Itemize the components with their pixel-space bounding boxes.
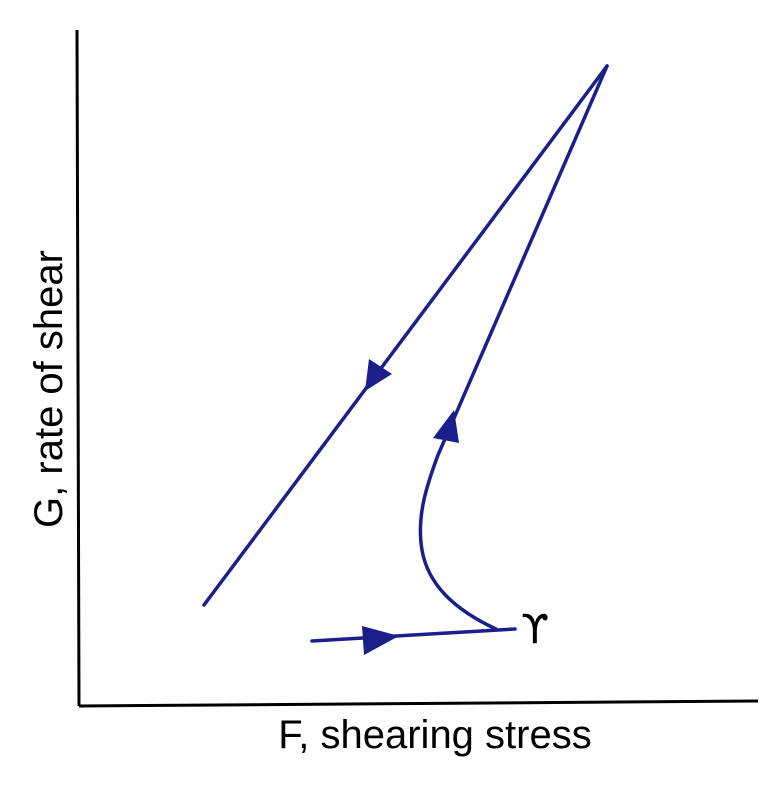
arrow-right-icon — [362, 626, 399, 655]
axes — [75, 29, 759, 708]
x-axis-label: F, shearing stress — [278, 713, 591, 757]
hysteresis-curve — [202, 64, 609, 655]
initial-stress-segment — [310, 627, 517, 643]
upcurve-segment — [418, 64, 609, 631]
arrow-down-left-icon — [365, 359, 392, 391]
y-axis — [75, 29, 81, 707]
downcurve-segment — [202, 64, 609, 607]
y-axis-label: G, rate of shear — [27, 250, 71, 528]
arrow-up-icon — [433, 410, 459, 443]
yield-point-label: ϒ — [521, 607, 549, 653]
x-axis — [78, 699, 759, 708]
